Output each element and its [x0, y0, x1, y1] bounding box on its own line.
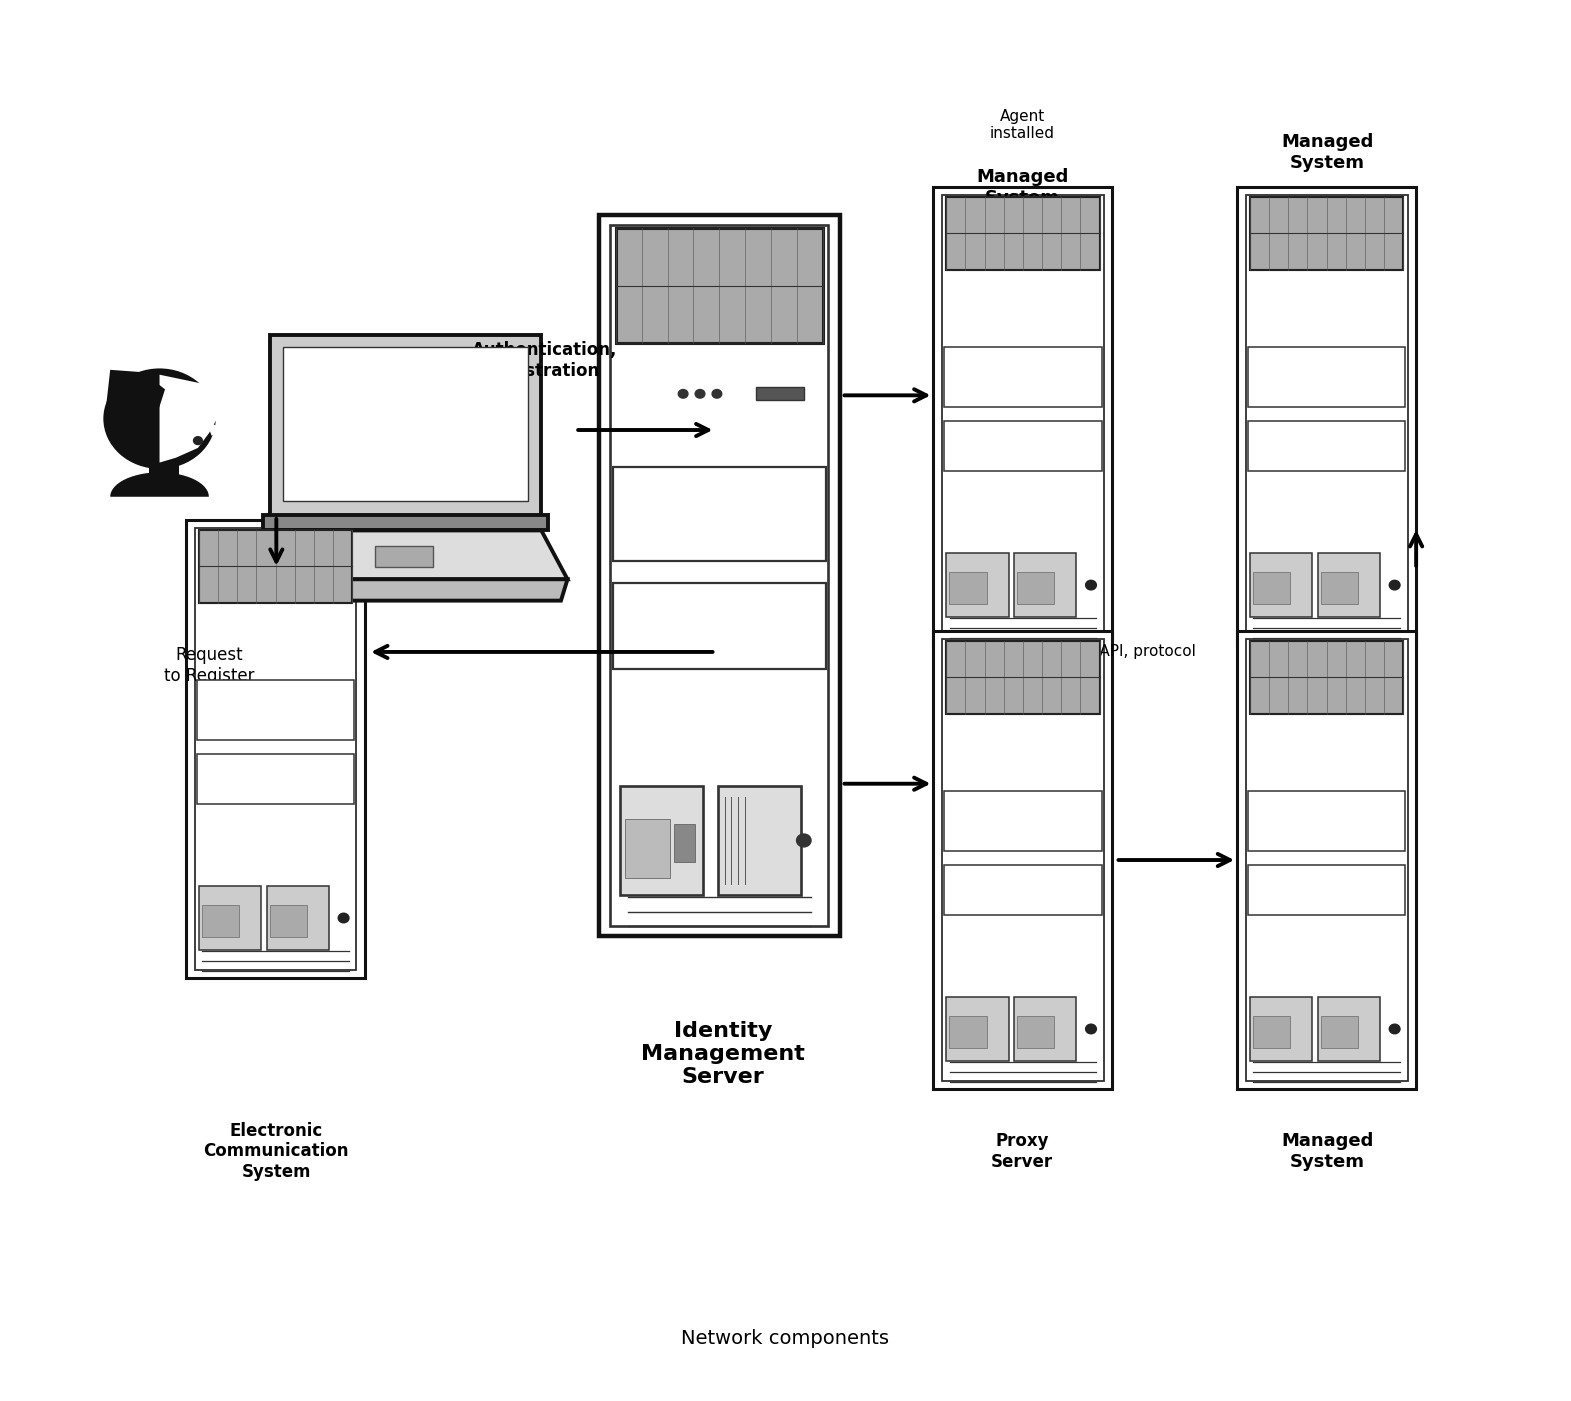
Circle shape [696, 389, 705, 398]
Bar [1254, 572, 1290, 604]
Bar [944, 347, 1101, 406]
Bar [1251, 196, 1403, 270]
Bar [1247, 347, 1406, 406]
Bar [943, 195, 1104, 637]
Bar [270, 905, 306, 937]
Bar [943, 639, 1104, 1082]
Bar [195, 528, 357, 971]
Text: Managed
System: Managed System [976, 168, 1068, 207]
Circle shape [1389, 580, 1400, 590]
Bar [200, 530, 352, 602]
Bar [374, 546, 434, 567]
Bar [613, 583, 825, 670]
Text: Native API, protocol: Native API, protocol [1045, 644, 1196, 660]
Bar [264, 516, 548, 531]
Bar [946, 196, 1100, 270]
Bar [1251, 640, 1403, 715]
Bar [756, 387, 804, 401]
Bar [949, 572, 987, 604]
Bar [1247, 420, 1406, 471]
Bar [1251, 553, 1312, 616]
Bar [674, 824, 696, 862]
Bar [1246, 639, 1408, 1082]
Bar [1321, 572, 1357, 604]
Bar [1321, 1016, 1357, 1048]
Polygon shape [160, 374, 220, 462]
Bar [1236, 188, 1415, 644]
Bar [610, 226, 828, 926]
Circle shape [679, 389, 688, 398]
Bar [613, 468, 825, 562]
Bar [946, 998, 1009, 1061]
Text: Managed
System: Managed System [1282, 1132, 1373, 1171]
Text: Proxy
Server: Proxy Server [991, 1132, 1053, 1171]
Bar [1236, 630, 1415, 1089]
Circle shape [1086, 1024, 1097, 1034]
Text: Managed
System: Managed System [1282, 133, 1373, 172]
Bar [200, 885, 261, 950]
Polygon shape [110, 472, 209, 497]
Bar [944, 792, 1101, 850]
Bar [1247, 792, 1406, 850]
Polygon shape [270, 335, 542, 518]
Bar [1246, 195, 1408, 637]
Bar [625, 818, 671, 878]
Polygon shape [240, 531, 567, 579]
Bar [944, 420, 1101, 471]
Bar [599, 214, 840, 936]
Text: Authentication,
registration: Authentication, registration [471, 342, 617, 380]
Bar [1016, 1016, 1054, 1048]
Circle shape [193, 437, 203, 444]
Bar [621, 786, 704, 895]
Bar [946, 640, 1100, 715]
Circle shape [1086, 580, 1097, 590]
Bar [1318, 998, 1379, 1061]
Polygon shape [206, 422, 223, 436]
Polygon shape [240, 579, 567, 601]
Bar [1013, 998, 1076, 1061]
Bar [185, 520, 364, 978]
Text: Agent
installed: Agent installed [990, 109, 1054, 142]
Bar [1247, 864, 1406, 915]
Bar [933, 630, 1112, 1089]
Bar [946, 553, 1009, 616]
Text: Network components: Network components [682, 1330, 889, 1348]
Bar [196, 681, 355, 740]
Bar [718, 786, 801, 895]
Text: Identity
Management
Server: Identity Management Server [641, 1021, 806, 1087]
Bar [1016, 572, 1054, 604]
Circle shape [796, 834, 811, 848]
Bar [1251, 998, 1312, 1061]
Circle shape [712, 389, 721, 398]
Bar [933, 188, 1112, 644]
Bar [283, 347, 528, 500]
Bar [949, 1016, 987, 1048]
Circle shape [105, 370, 214, 468]
Bar [196, 754, 355, 804]
Bar [944, 864, 1101, 915]
Polygon shape [149, 462, 179, 478]
Bar [1013, 553, 1076, 616]
Circle shape [1389, 1024, 1400, 1034]
Bar [203, 905, 239, 937]
Circle shape [338, 913, 349, 923]
Polygon shape [105, 370, 165, 433]
Bar [616, 228, 823, 343]
Text: Request
to Register: Request to Register [163, 646, 255, 685]
Text: Electronic
Communication
System: Electronic Communication System [204, 1122, 349, 1181]
Bar [1318, 553, 1379, 616]
Bar [267, 885, 328, 950]
Bar [1254, 1016, 1290, 1048]
